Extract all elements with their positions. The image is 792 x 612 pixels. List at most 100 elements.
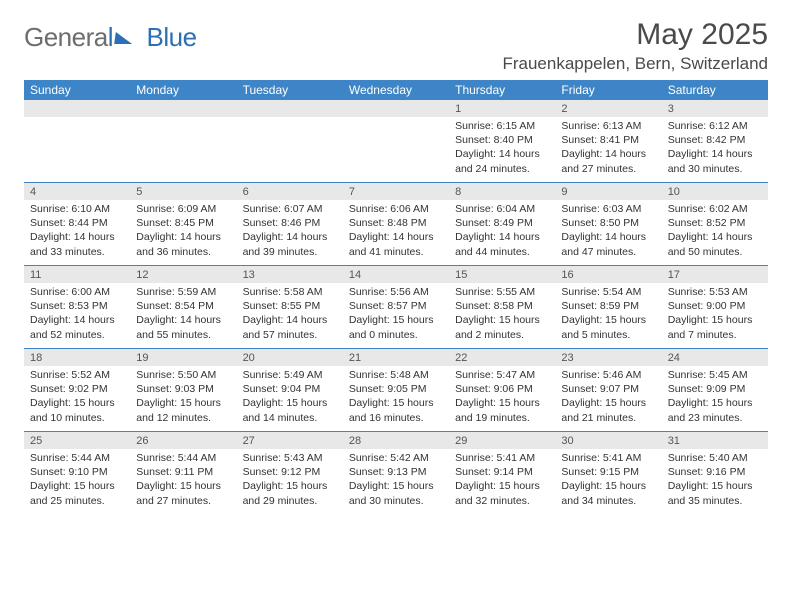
day-number: 17 — [662, 266, 768, 283]
day-daylight1: Daylight: 14 hours — [455, 230, 549, 244]
day-daylight1: Daylight: 15 hours — [668, 479, 762, 493]
day-cell: 13Sunrise: 5:58 AMSunset: 8:55 PMDayligh… — [237, 266, 343, 348]
day-number: 8 — [449, 183, 555, 200]
day-body: Sunrise: 6:02 AMSunset: 8:52 PMDaylight:… — [662, 200, 768, 263]
day-sunset: Sunset: 8:48 PM — [349, 216, 443, 230]
day-cell: 19Sunrise: 5:50 AMSunset: 9:03 PMDayligh… — [130, 349, 236, 431]
day-cell: 24Sunrise: 5:45 AMSunset: 9:09 PMDayligh… — [662, 349, 768, 431]
day-daylight1: Daylight: 14 hours — [561, 230, 655, 244]
day-cell: 28Sunrise: 5:42 AMSunset: 9:13 PMDayligh… — [343, 432, 449, 514]
day-daylight2: and 23 minutes. — [668, 411, 762, 425]
day-sunrise: Sunrise: 5:56 AM — [349, 285, 443, 299]
day-cell: 12Sunrise: 5:59 AMSunset: 8:54 PMDayligh… — [130, 266, 236, 348]
day-body: Sunrise: 5:58 AMSunset: 8:55 PMDaylight:… — [237, 283, 343, 346]
day-sunrise: Sunrise: 5:46 AM — [561, 368, 655, 382]
day-number — [343, 100, 449, 117]
day-daylight2: and 33 minutes. — [30, 245, 124, 259]
day-number: 15 — [449, 266, 555, 283]
day-sunrise: Sunrise: 6:15 AM — [455, 119, 549, 133]
weekday-monday: Monday — [130, 80, 236, 100]
day-sunset: Sunset: 9:11 PM — [136, 465, 230, 479]
day-number: 21 — [343, 349, 449, 366]
day-daylight1: Daylight: 14 hours — [30, 230, 124, 244]
day-body: Sunrise: 5:59 AMSunset: 8:54 PMDaylight:… — [130, 283, 236, 346]
day-number: 1 — [449, 100, 555, 117]
day-daylight1: Daylight: 15 hours — [136, 479, 230, 493]
day-cell: 20Sunrise: 5:49 AMSunset: 9:04 PMDayligh… — [237, 349, 343, 431]
day-sunset: Sunset: 9:07 PM — [561, 382, 655, 396]
day-body: Sunrise: 5:49 AMSunset: 9:04 PMDaylight:… — [237, 366, 343, 429]
day-daylight1: Daylight: 15 hours — [561, 313, 655, 327]
day-body: Sunrise: 5:55 AMSunset: 8:58 PMDaylight:… — [449, 283, 555, 346]
day-sunset: Sunset: 9:14 PM — [455, 465, 549, 479]
day-number: 11 — [24, 266, 130, 283]
day-daylight1: Daylight: 15 hours — [349, 479, 443, 493]
day-sunrise: Sunrise: 6:06 AM — [349, 202, 443, 216]
day-sunset: Sunset: 9:10 PM — [30, 465, 124, 479]
day-number: 24 — [662, 349, 768, 366]
day-sunrise: Sunrise: 5:52 AM — [30, 368, 124, 382]
header: General Blue May 2025 Frauenkappelen, Be… — [24, 18, 768, 74]
day-daylight1: Daylight: 15 hours — [561, 396, 655, 410]
day-sunset: Sunset: 8:52 PM — [668, 216, 762, 230]
day-cell: 11Sunrise: 6:00 AMSunset: 8:53 PMDayligh… — [24, 266, 130, 348]
day-cell: 2Sunrise: 6:13 AMSunset: 8:41 PMDaylight… — [555, 100, 661, 182]
day-number — [130, 100, 236, 117]
day-cell: 5 Sunrise: 6:09 AMSunset: 8:45 PMDaylight… — [130, 183, 236, 265]
day-sunrise: Sunrise: 5:45 AM — [668, 368, 762, 382]
day-cell: 3Sunrise: 6:12 AMSunset: 8:42 PMDaylight… — [662, 100, 768, 182]
day-sunset: Sunset: 8:45 PM — [136, 216, 230, 230]
day-body: Sunrise: 5:44 AMSunset: 9:11 PMDaylight:… — [130, 449, 236, 512]
day-daylight1: Daylight: 14 hours — [243, 230, 337, 244]
day-sunset: Sunset: 8:55 PM — [243, 299, 337, 313]
day-sunset: Sunset: 8:41 PM — [561, 133, 655, 147]
day-daylight2: and 27 minutes. — [561, 162, 655, 176]
day-body — [237, 117, 343, 177]
title-block: May 2025 Frauenkappelen, Bern, Switzerla… — [502, 18, 768, 74]
day-number: 23 — [555, 349, 661, 366]
day-sunset: Sunset: 9:03 PM — [136, 382, 230, 396]
day-daylight2: and 24 minutes. — [455, 162, 549, 176]
day-daylight1: Daylight: 15 hours — [349, 396, 443, 410]
day-daylight2: and 29 minutes. — [243, 494, 337, 508]
day-number — [237, 100, 343, 117]
day-daylight2: and 12 minutes. — [136, 411, 230, 425]
day-sunrise: Sunrise: 5:44 AM — [136, 451, 230, 465]
day-sunset: Sunset: 9:06 PM — [455, 382, 549, 396]
day-sunset: Sunset: 8:49 PM — [455, 216, 549, 230]
day-daylight1: Daylight: 14 hours — [136, 230, 230, 244]
logo: General Blue — [24, 22, 197, 53]
day-daylight1: Daylight: 15 hours — [455, 313, 549, 327]
day-body: Sunrise: 6:12 AMSunset: 8:42 PMDaylight:… — [662, 117, 768, 180]
day-number: 26 — [130, 432, 236, 449]
day-body — [343, 117, 449, 177]
day-cell: 18Sunrise: 5:52 AMSunset: 9:02 PMDayligh… — [24, 349, 130, 431]
day-sunset: Sunset: 8:58 PM — [455, 299, 549, 313]
day-cell: 27Sunrise: 5:43 AMSunset: 9:12 PMDayligh… — [237, 432, 343, 514]
day-daylight2: and 30 minutes. — [668, 162, 762, 176]
calendar-row: 1Sunrise: 6:15 AMSunset: 8:40 PMDaylight… — [24, 100, 768, 183]
day-cell: 21Sunrise: 5:48 AMSunset: 9:05 PMDayligh… — [343, 349, 449, 431]
day-body: Sunrise: 5:56 AMSunset: 8:57 PMDaylight:… — [343, 283, 449, 346]
day-number: 4 — [24, 183, 130, 200]
day-number: 5 — [130, 183, 236, 200]
calendar-row: 4Sunrise: 6:10 AMSunset: 8:44 PMDaylight… — [24, 183, 768, 266]
day-daylight2: and 14 minutes. — [243, 411, 337, 425]
day-body: Sunrise: 6:07 AMSunset: 8:46 PMDaylight:… — [237, 200, 343, 263]
day-sunset: Sunset: 9:16 PM — [668, 465, 762, 479]
day-daylight2: and 36 minutes. — [136, 245, 230, 259]
day-daylight2: and 47 minutes. — [561, 245, 655, 259]
day-daylight1: Daylight: 15 hours — [455, 396, 549, 410]
day-sunrise: Sunrise: 5:58 AM — [243, 285, 337, 299]
day-daylight2: and 50 minutes. — [668, 245, 762, 259]
calendar: Sunday Monday Tuesday Wednesday Thursday… — [24, 80, 768, 514]
day-daylight1: Daylight: 15 hours — [136, 396, 230, 410]
location-text: Frauenkappelen, Bern, Switzerland — [502, 54, 768, 74]
day-sunset: Sunset: 8:44 PM — [30, 216, 124, 230]
day-sunrise: Sunrise: 6:09 AM — [136, 202, 230, 216]
day-daylight2: and 44 minutes. — [455, 245, 549, 259]
day-daylight2: and 32 minutes. — [455, 494, 549, 508]
day-sunrise: Sunrise: 6:07 AM — [243, 202, 337, 216]
day-number: 30 — [555, 432, 661, 449]
day-daylight2: and 52 minutes. — [30, 328, 124, 342]
